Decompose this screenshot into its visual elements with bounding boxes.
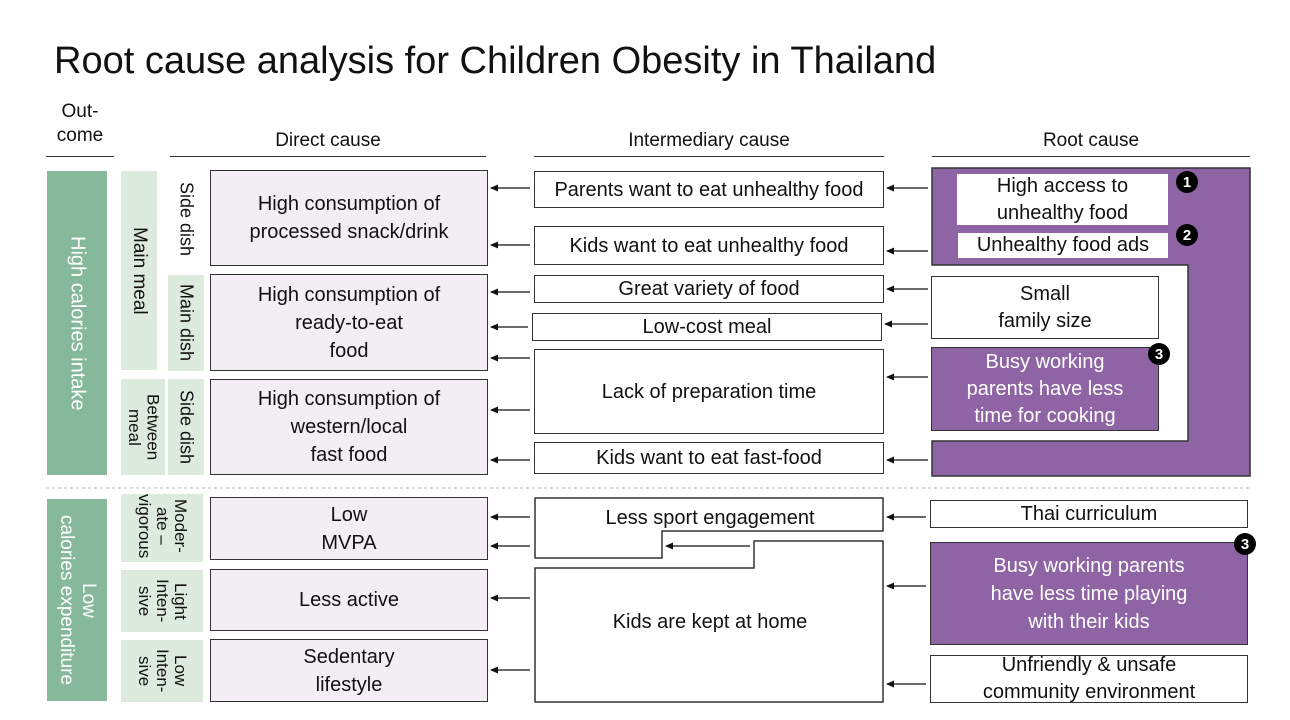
direct-ready-to-eat: High consumption of ready-to-eat food xyxy=(210,274,488,371)
label-low-intensive: Low Inten- sive xyxy=(121,640,203,702)
badge-1: 1 xyxy=(1176,171,1198,193)
header-direct-rule xyxy=(170,156,486,157)
direct-fast-food: High consumption of western/local fast f… xyxy=(210,379,488,475)
root-thai-curriculum: Thai curriculum xyxy=(930,500,1248,528)
root-busy-playing: Busy working parents have less time play… xyxy=(930,542,1248,645)
badge-3b: 3 xyxy=(1234,533,1256,555)
root-unsafe-community: Unfriendly & unsafe community environmen… xyxy=(930,655,1248,703)
label-side-dish-1: Side dish xyxy=(168,171,204,267)
direct-processed-snack: High consumption of processed snack/drin… xyxy=(210,170,488,266)
badge-2: 2 xyxy=(1176,224,1198,246)
label-light-intensive: Light Inten- sive xyxy=(121,570,203,632)
direct-sedentary: Sedentary lifestyle xyxy=(210,639,488,702)
group-main-meal: Main meal xyxy=(121,171,157,370)
intermediary-prep-time: Lack of preparation time xyxy=(534,349,884,434)
intermediary-variety: Great variety of food xyxy=(534,275,884,303)
label-moderate-vigorous: Moder- ate – vigorous xyxy=(121,494,203,562)
header-root: Root cause xyxy=(1042,130,1140,151)
root-high-access: High access to unhealthy food xyxy=(957,174,1168,225)
direct-less-active: Less active xyxy=(210,569,488,631)
badge-3a: 3 xyxy=(1148,343,1170,365)
intermediary-kids-unhealthy: Kids want to eat unhealthy food xyxy=(534,226,884,265)
page-title: Root cause analysis for Children Obesity… xyxy=(54,40,937,82)
label-side-dish-2: Side dish xyxy=(168,379,204,475)
header-root-rule xyxy=(932,156,1250,157)
intermediary-kept-home: Kids are kept at home xyxy=(612,610,808,633)
header-intermediary-rule xyxy=(534,156,884,157)
header-outcome: Out- come xyxy=(56,101,104,146)
intermediary-sport: Less sport engagement xyxy=(605,506,815,529)
intermediary-parents-unhealthy: Parents want to eat unhealthy food xyxy=(534,171,884,208)
intermediary-low-cost: Low-cost meal xyxy=(532,313,882,341)
direct-low-mvpa: Low MVPA xyxy=(210,497,488,560)
intermediary-kids-fastfood: Kids want to eat fast-food xyxy=(534,442,884,474)
group-between-meal: Between meal xyxy=(121,379,165,475)
root-food-ads: Unhealthy food ads xyxy=(958,233,1168,258)
outcome-high-calories: High calories intake xyxy=(47,171,107,475)
outcome-low-calories: Low calories expenditure xyxy=(47,499,107,701)
root-small-family: Small family size xyxy=(931,276,1159,339)
header-direct: Direct cause xyxy=(275,130,381,151)
header-intermediary: Intermediary cause xyxy=(628,130,790,151)
root-busy-cooking: Busy working parents have less time for … xyxy=(931,347,1159,431)
header-outcome-rule xyxy=(46,156,114,157)
label-main-dish: Main dish xyxy=(168,275,204,371)
